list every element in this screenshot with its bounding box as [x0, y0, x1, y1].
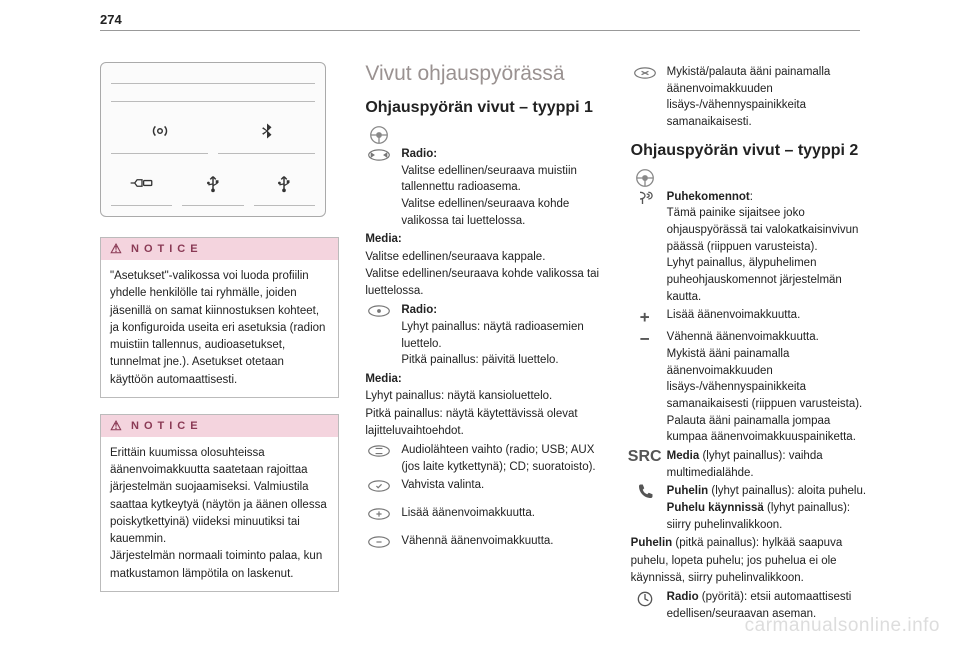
- phone-label: Puhelin: [667, 485, 709, 497]
- usb-icon-2: [254, 162, 315, 206]
- page-number: 274: [100, 12, 122, 27]
- arrows-icon: [365, 146, 393, 166]
- phone-icon: [631, 483, 659, 503]
- voldown-text-2: Vähennä äänenvoimakkuutta. Mykistä ääni …: [667, 329, 870, 446]
- radio2-text: Lyhyt painallus: näytä radioasemien luet…: [401, 321, 583, 366]
- phone3-label: Puhelin: [631, 537, 673, 549]
- voice-icon: [631, 189, 659, 209]
- watermark: carmanualsonline.info: [745, 615, 940, 637]
- minus-icon: −: [631, 329, 659, 349]
- phone-long-press: Puhelin (pitkä painallus): hylkää saapuv…: [631, 535, 870, 587]
- voldown-text: Vähennä äänenvoimakkuutta.: [401, 533, 604, 553]
- warning-icon: ⚠: [109, 419, 123, 433]
- voice-label: Puhekomennot: [667, 191, 750, 203]
- column-1: ⚠ NOTICE "Asetukset"-valikossa voi luoda…: [100, 62, 339, 623]
- radio-label: Radio:: [401, 148, 437, 160]
- bluetooth-icon: [218, 110, 315, 154]
- dial-icon: [631, 589, 659, 609]
- column-3: Mykistä/palauta ääni painamalla äänenvoi…: [631, 62, 870, 623]
- notice-box-1: ⚠ NOTICE "Asetukset"-valikossa voi luoda…: [100, 237, 339, 398]
- volup-text-2: Lisää äänenvoimakkuutta.: [667, 307, 870, 327]
- content-columns: ⚠ NOTICE "Asetukset"-valikossa voi luoda…: [100, 62, 870, 623]
- mute-icon: [631, 64, 659, 84]
- column-2: Vivut ohjauspyörässä Ohjauspyörän vivut …: [365, 62, 604, 623]
- media3-label: Media: [667, 450, 700, 462]
- radio-list: Radio: Lyhyt painallus: näytä radioasemi…: [401, 302, 604, 369]
- radio3-label: Radio: [667, 591, 699, 603]
- volup-text: Lisää äänenvoimakkuutta.: [401, 505, 604, 525]
- confirm-icon: [365, 477, 393, 497]
- phone-block: Puhelin (lyhyt painallus): aloita puhelu…: [667, 483, 870, 533]
- media-text: Valitse edellinen/seuraava kappale. Vali…: [365, 251, 599, 298]
- src-icon: SRC: [631, 448, 659, 468]
- notice-body-2: Erittäin kuumissa olosuhteissa äänenvoim…: [101, 437, 338, 591]
- voice-text: : Tämä painike sijaitsee joko ohjauspyör…: [667, 191, 859, 303]
- connectivity-icons-panel: [100, 62, 326, 217]
- section-title: Vivut ohjauspyörässä: [365, 62, 604, 86]
- spacer: [667, 167, 870, 187]
- subheading-type-2: Ohjauspyörän vivut – tyyppi 2: [631, 141, 870, 161]
- radio-text: Valitse edellinen/seuraava muistiin tall…: [401, 165, 577, 227]
- source-text: Audiolähteen vaihto (radio; USB; AUX (jo…: [401, 442, 604, 475]
- aux-icon: [111, 162, 172, 206]
- mute-text: Mykistä/palauta ääni painamalla äänenvoi…: [667, 64, 870, 131]
- volume-up-icon: [365, 505, 393, 525]
- warning-icon: ⚠: [109, 242, 123, 256]
- spacer: [401, 124, 604, 144]
- usb-icon: [182, 162, 243, 206]
- notice-header: ⚠ NOTICE: [101, 415, 338, 437]
- media-block-3: Media (lyhyt painallus): vaihda multimed…: [667, 448, 870, 481]
- notice-header: ⚠ NOTICE: [101, 238, 338, 260]
- media-block-2: Media: Lyhyt painallus: näytä kansioluet…: [365, 371, 604, 440]
- source-icon: [365, 442, 393, 462]
- radio2-label: Radio:: [401, 304, 437, 316]
- plus-icon: +: [631, 307, 659, 327]
- confirm-text: Vahvista valinta.: [401, 477, 604, 497]
- media2-label: Media:: [365, 373, 401, 385]
- notice-box-2: ⚠ NOTICE Erittäin kuumissa olosuhteissa …: [100, 414, 339, 592]
- phone-text: (lyhyt painallus): aloita puhelu.: [708, 485, 866, 497]
- media2-text: Lyhyt painallus: näytä kansioluettelo. P…: [365, 390, 577, 437]
- notice-label: NOTICE: [131, 420, 203, 432]
- media-block-1: Media: Valitse edellinen/seuraava kappal…: [365, 231, 604, 300]
- media-label: Media:: [365, 233, 401, 245]
- notice-label: NOTICE: [131, 243, 203, 255]
- notice-body-1: "Asetukset"-valikossa voi luoda profiili…: [101, 260, 338, 397]
- steering-wheel-icon-2: [631, 167, 659, 187]
- phone2-label: Puhelu käynnissä: [667, 502, 764, 514]
- radio-prev-next: Radio: Valitse edellinen/seuraava muisti…: [401, 146, 604, 229]
- radio-icon: [111, 110, 208, 154]
- voice-block: Puhekomennot: Tämä painike sijaitsee jok…: [667, 189, 870, 306]
- volume-down-icon: [365, 533, 393, 553]
- steering-wheel-icon: [365, 124, 393, 144]
- subheading-type-1: Ohjauspyörän vivut – tyyppi 1: [365, 98, 604, 118]
- press-icon: [365, 302, 393, 322]
- top-rule: [100, 30, 860, 31]
